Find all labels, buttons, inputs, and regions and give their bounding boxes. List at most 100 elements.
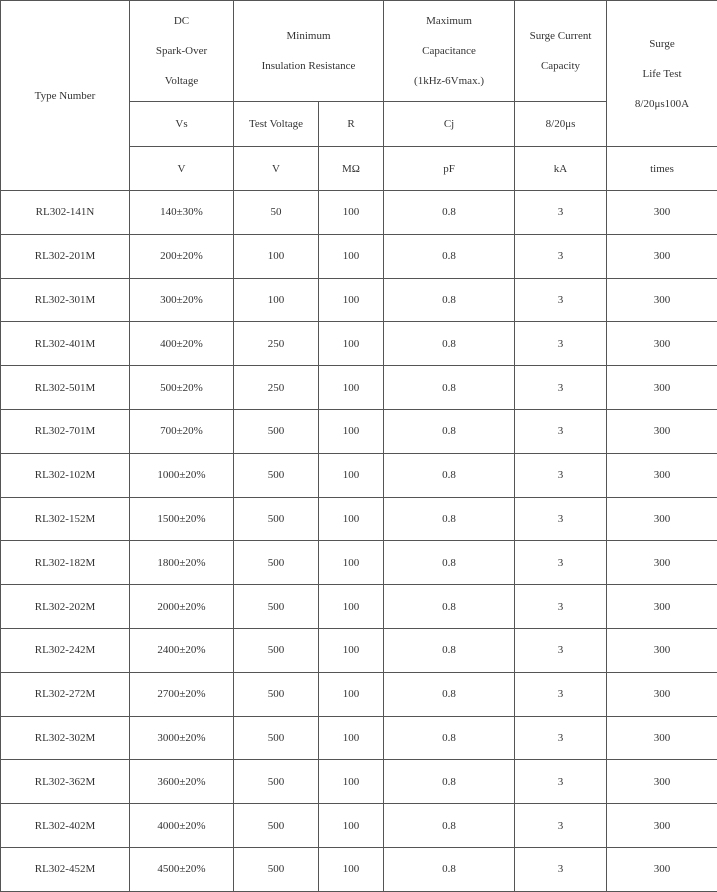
data-cell: 0.8	[384, 804, 515, 848]
symbol-cell: R	[319, 102, 384, 147]
cell-text: Vs	[130, 109, 233, 139]
cell-text: R	[319, 109, 383, 139]
cell-text: 400±20%	[130, 329, 233, 359]
cell-text: MΩ	[319, 154, 383, 184]
data-cell: 100	[319, 453, 384, 497]
cell-text: RL302-102M	[1, 460, 129, 490]
data-cell: 0.8	[384, 847, 515, 891]
data-cell: RL302-402M	[1, 804, 130, 848]
data-cell: 0.8	[384, 716, 515, 760]
data-cell: 100	[319, 366, 384, 410]
data-cell: 1500±20%	[130, 497, 234, 541]
cell-text: 140±30%	[130, 197, 233, 227]
cell-text: 2400±20%	[130, 635, 233, 665]
data-cell: 0.8	[384, 453, 515, 497]
cell-text: 3	[515, 767, 606, 797]
data-cell: 300	[607, 672, 717, 716]
data-cell: 500	[234, 804, 319, 848]
data-cell: 3	[515, 234, 607, 278]
cell-text: RL302-301M	[1, 285, 129, 315]
data-cell: 100	[319, 716, 384, 760]
data-cell: 100	[319, 409, 384, 453]
cell-text: RL302-201M	[1, 241, 129, 271]
data-cell: 3	[515, 541, 607, 585]
data-cell: 3	[515, 453, 607, 497]
data-cell: 500	[234, 541, 319, 585]
cell-text: RL302-362M	[1, 767, 129, 797]
data-cell: 100	[234, 278, 319, 322]
cell-text: 100	[319, 723, 383, 753]
cell-text: 100	[319, 767, 383, 797]
cell-text: 50	[234, 197, 318, 227]
data-cell: 300	[607, 409, 717, 453]
data-cell: 100	[319, 847, 384, 891]
data-cell: 300	[607, 278, 717, 322]
cell-text: 0.8	[384, 767, 514, 797]
cell-text: Insulation Resistance	[234, 51, 383, 81]
cell-text: 3	[515, 416, 606, 446]
header-cell: Type Number	[1, 1, 130, 191]
data-cell: 300	[607, 366, 717, 410]
cell-text: 500	[234, 504, 318, 534]
cell-text: 100	[319, 329, 383, 359]
cell-text: 100	[319, 854, 383, 884]
cell-text: 0.8	[384, 285, 514, 315]
data-cell: 500	[234, 453, 319, 497]
cell-text: 8/20μs100A	[607, 89, 717, 119]
data-cell: 3600±20%	[130, 760, 234, 804]
cell-text: 300	[607, 504, 717, 534]
cell-text: 500	[234, 548, 318, 578]
data-cell: 200±20%	[130, 234, 234, 278]
cell-text: 0.8	[384, 635, 514, 665]
cell-text: 0.8	[384, 460, 514, 490]
cell-text: 2700±20%	[130, 679, 233, 709]
data-cell: 300	[607, 628, 717, 672]
unit-cell: V	[130, 147, 234, 191]
symbol-cell: Test Voltage	[234, 102, 319, 147]
data-cell: 500	[234, 672, 319, 716]
cell-text: 1800±20%	[130, 548, 233, 578]
cell-text: 3	[515, 504, 606, 534]
data-cell: RL302-141N	[1, 191, 130, 235]
cell-text: 0.8	[384, 548, 514, 578]
data-cell: RL302-302M	[1, 716, 130, 760]
cell-text: 300	[607, 811, 717, 841]
data-cell: 300	[607, 541, 717, 585]
data-cell: 100	[319, 760, 384, 804]
cell-text: Surge Current	[515, 21, 606, 51]
cell-text: 500	[234, 723, 318, 753]
cell-text: Capacitance	[384, 36, 514, 66]
data-cell: 3000±20%	[130, 716, 234, 760]
data-cell: 100	[319, 628, 384, 672]
data-cell: 1800±20%	[130, 541, 234, 585]
cell-text: 300	[607, 767, 717, 797]
data-cell: 3	[515, 191, 607, 235]
cell-text: 300	[607, 460, 717, 490]
cell-text: 4000±20%	[130, 811, 233, 841]
data-cell: 300	[607, 234, 717, 278]
cell-text: 100	[319, 679, 383, 709]
data-cell: 300	[607, 804, 717, 848]
cell-text: times	[607, 154, 717, 184]
cell-text: Surge	[607, 29, 717, 59]
unit-cell: pF	[384, 147, 515, 191]
cell-text: 0.8	[384, 329, 514, 359]
cell-text: 200±20%	[130, 241, 233, 271]
cell-text: 8/20μs	[515, 109, 606, 139]
data-cell: 140±30%	[130, 191, 234, 235]
unit-cell: times	[607, 147, 717, 191]
cell-text: RL302-202M	[1, 592, 129, 622]
cell-text: 3	[515, 811, 606, 841]
data-cell: 300	[607, 585, 717, 629]
cell-text: 0.8	[384, 241, 514, 271]
data-cell: RL302-182M	[1, 541, 130, 585]
